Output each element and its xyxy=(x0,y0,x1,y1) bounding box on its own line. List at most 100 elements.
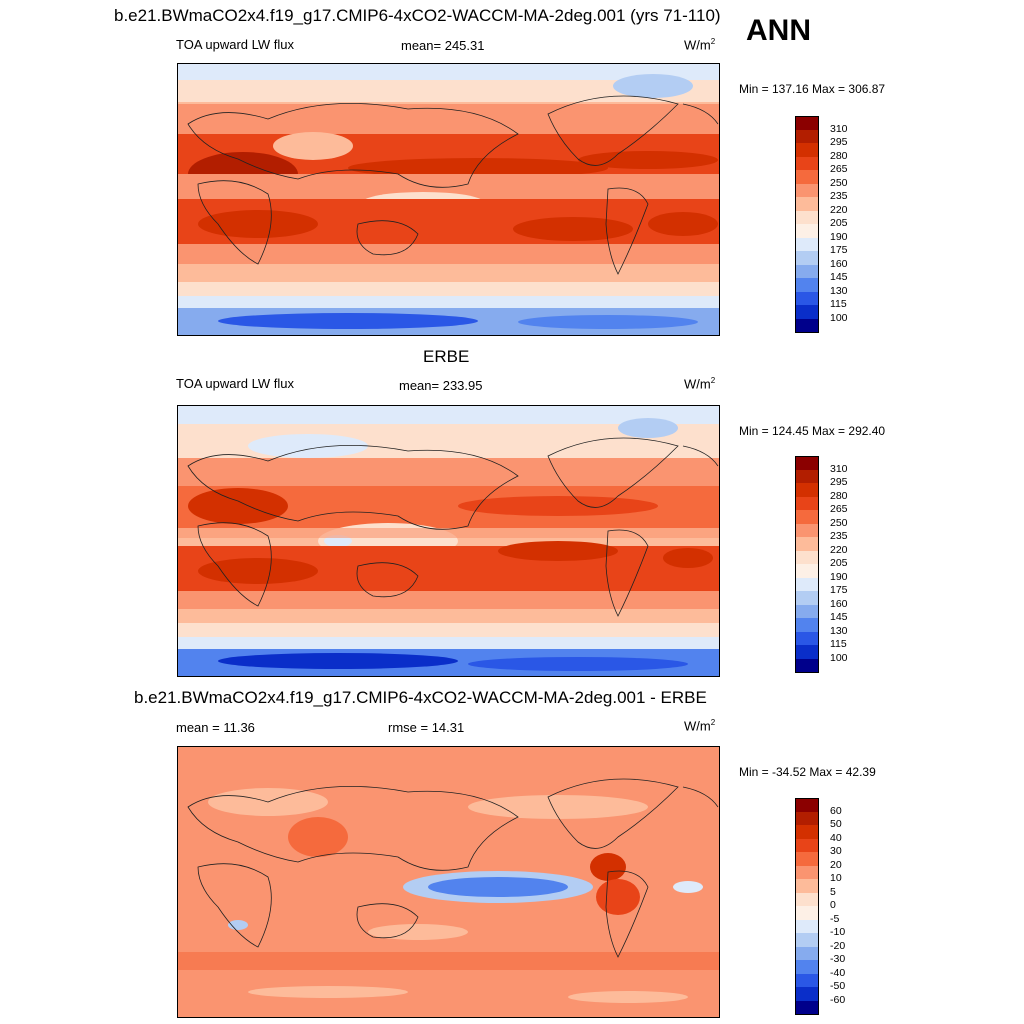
colorbar-level-label: -10 xyxy=(830,926,846,938)
colorbar-swatch xyxy=(795,456,819,470)
colorbar-level-label: 145 xyxy=(830,611,848,623)
colorbar-swatch xyxy=(795,591,819,605)
colorbar-level-label: -20 xyxy=(830,939,846,952)
panel-3-units: W/m2 xyxy=(684,718,716,734)
colorbar-swatch xyxy=(795,825,819,839)
colorbar-swatch xyxy=(795,170,819,184)
panel-1-mean-label: mean= 245.31 xyxy=(401,38,485,53)
colorbar-swatch xyxy=(795,483,819,497)
panel-1-units: W/m2 xyxy=(684,37,716,53)
colorbar-level-label: -40 xyxy=(830,966,846,979)
colorbar-level-label: 220 xyxy=(830,543,848,556)
colorbar-level-label: 20 xyxy=(830,858,842,871)
colorbar-level-label: 220 xyxy=(830,203,848,216)
colorbar-swatch xyxy=(795,631,819,646)
colorbar-swatch xyxy=(795,318,819,333)
colorbar-level-label: 145 xyxy=(830,271,848,283)
colorbar-level-label: 115 xyxy=(830,638,847,650)
colorbar-level-label: 10 xyxy=(830,872,842,884)
colorbar-level-label: -5 xyxy=(830,912,840,925)
colorbar-swatch xyxy=(795,987,819,1001)
colorbar-swatch xyxy=(795,906,819,920)
colorbar-swatch xyxy=(795,852,819,866)
colorbar-swatch xyxy=(795,129,819,144)
colorbar-level-label: 310 xyxy=(830,122,848,135)
panel-2-variable-label: TOA upward LW flux xyxy=(176,376,295,391)
colorbar-level-label: 205 xyxy=(830,217,848,229)
colorbar-level-label: 160 xyxy=(830,597,848,610)
colorbar-level-label: 0 xyxy=(830,899,836,911)
colorbar-swatch xyxy=(795,811,819,826)
colorbar-swatch xyxy=(795,251,819,265)
colorbar-level-label: 160 xyxy=(830,257,848,270)
colorbar-level-label: 190 xyxy=(830,230,848,243)
colorbar-level-label: 115 xyxy=(830,298,847,310)
colorbar-swatch xyxy=(795,197,819,211)
colorbar-swatch xyxy=(795,604,819,619)
colorbar-level-label: 130 xyxy=(830,624,848,637)
panel-1-map-field xyxy=(178,64,719,335)
colorbar-level-label: 250 xyxy=(830,176,848,189)
colorbar-level-label: 50 xyxy=(830,818,842,830)
colorbar-level-label: -30 xyxy=(830,953,846,965)
colorbar-level-label: 310 xyxy=(830,462,848,475)
colorbar-level-label: 130 xyxy=(830,284,848,297)
panel-3-map-field xyxy=(178,747,719,1017)
colorbar-swatch xyxy=(795,933,819,947)
colorbar-level-label: 280 xyxy=(830,489,848,502)
colorbar-swatch xyxy=(795,564,819,578)
colorbar-swatch xyxy=(795,946,819,961)
colorbar-swatch xyxy=(795,798,819,812)
colorbar-level-label: 280 xyxy=(830,149,848,162)
colorbar-level-label: 265 xyxy=(830,503,848,515)
colorbar-level-label: -60 xyxy=(830,993,846,1006)
colorbar-swatch xyxy=(795,973,819,988)
colorbar-level-label: 265 xyxy=(830,163,848,175)
colorbar-level-label: 295 xyxy=(830,476,848,488)
colorbar-swatch xyxy=(795,183,819,198)
colorbar-swatch xyxy=(795,919,819,934)
panel-2-title: ERBE xyxy=(423,347,470,366)
colorbar-level-label: 100 xyxy=(830,651,848,664)
colorbar-level-label: 235 xyxy=(830,530,848,542)
colorbar-level-label: 175 xyxy=(830,244,848,256)
colorbar-swatch xyxy=(795,469,819,484)
colorbar-level-label: 295 xyxy=(830,136,848,148)
colorbar-swatch xyxy=(795,960,819,974)
colorbar-level-label: 250 xyxy=(830,516,848,529)
colorbar-swatch xyxy=(795,645,819,659)
colorbar-swatch xyxy=(795,1000,819,1015)
colorbar-swatch xyxy=(795,210,819,225)
panel-3-map xyxy=(177,746,720,1018)
panel-2-map xyxy=(177,405,720,677)
colorbar-swatch xyxy=(795,838,819,853)
panel-1-map xyxy=(177,63,720,336)
colorbar-swatch xyxy=(795,116,819,130)
colorbar-swatch xyxy=(795,264,819,279)
colorbar-swatch xyxy=(795,879,819,893)
colorbar-level-label: 190 xyxy=(830,570,848,583)
colorbar-swatch xyxy=(795,510,819,524)
colorbar-swatch xyxy=(795,305,819,319)
colorbar-level-label: 205 xyxy=(830,557,848,569)
colorbar-swatch xyxy=(795,278,819,292)
panel-2-map-field xyxy=(178,406,719,676)
colorbar-swatch xyxy=(795,658,819,673)
colorbar-level-label: 235 xyxy=(830,190,848,202)
colorbar-level-label: 100 xyxy=(830,311,848,324)
colorbar-swatch xyxy=(795,143,819,157)
colorbar-swatch xyxy=(795,523,819,538)
colorbar-swatch xyxy=(795,291,819,306)
colorbar-level-label: 40 xyxy=(830,831,842,844)
colorbar-swatch xyxy=(795,237,819,252)
colorbar-level-label: 30 xyxy=(830,845,842,857)
colorbar-swatch xyxy=(795,618,819,632)
colorbar-swatch xyxy=(795,156,819,171)
colorbar-swatch xyxy=(795,496,819,511)
panel-3-rmse-label: rmse = 14.31 xyxy=(388,720,465,735)
season-label: ANN xyxy=(746,14,811,47)
panel-1-minmax: Min = 137.16 Max = 306.87 xyxy=(739,82,886,96)
colorbar-swatch xyxy=(795,865,819,880)
colorbar-swatch xyxy=(795,537,819,551)
panel-3-title: b.e21.BWmaCO2x4.f19_g17.CMIP6-4xCO2-WACC… xyxy=(134,688,707,707)
